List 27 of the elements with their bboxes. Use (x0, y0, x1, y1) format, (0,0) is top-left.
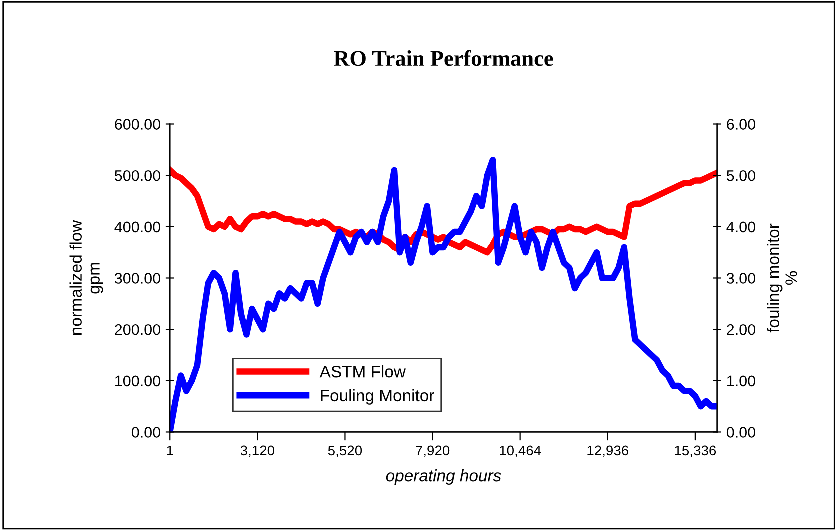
x-tick-label: 12,936 (588, 446, 629, 458)
y2-tick-label: 4.00 (726, 222, 756, 233)
y2-tick-label: 0.00 (726, 427, 756, 438)
y2-tick-label: 6.00 (727, 119, 756, 130)
y-tick-label: 100.00 (116, 376, 160, 387)
legend-label: ASTM Flow (320, 366, 406, 378)
y2-tick-label: 3.00 (726, 273, 756, 284)
x-tick-label: 5,520 (328, 446, 362, 458)
y2-tick-label: 5.00 (726, 170, 756, 182)
x-tick-label: 15,336 (675, 446, 716, 458)
y-tick-label: 500.00 (114, 170, 160, 182)
x-tick-label: 10,464 (500, 446, 542, 458)
y-axis-title: normalized flow gpm (70, 220, 104, 336)
y-tick-label: 400.00 (114, 222, 160, 233)
y2-tick-label: 1.00 (728, 376, 756, 387)
y-tick-label: 300.00 (114, 273, 160, 284)
chart-title: RO Train Performance (334, 50, 554, 66)
y-tick-label: 0.00 (132, 427, 160, 438)
x-axis-title: operating hours (386, 469, 502, 486)
x-tick-label: 1 (167, 446, 174, 456)
y-tick-label: 200.00 (115, 324, 160, 336)
y-tick-label: 600.00 (115, 119, 160, 130)
y2-axis-title: fouling monitor % (767, 224, 798, 333)
x-tick-label: 7,920 (416, 446, 450, 458)
y2-tick-label: 2.00 (727, 324, 756, 336)
x-tick-label: 3,120 (240, 446, 275, 458)
legend-label: Fouling Monitor (321, 389, 434, 405)
